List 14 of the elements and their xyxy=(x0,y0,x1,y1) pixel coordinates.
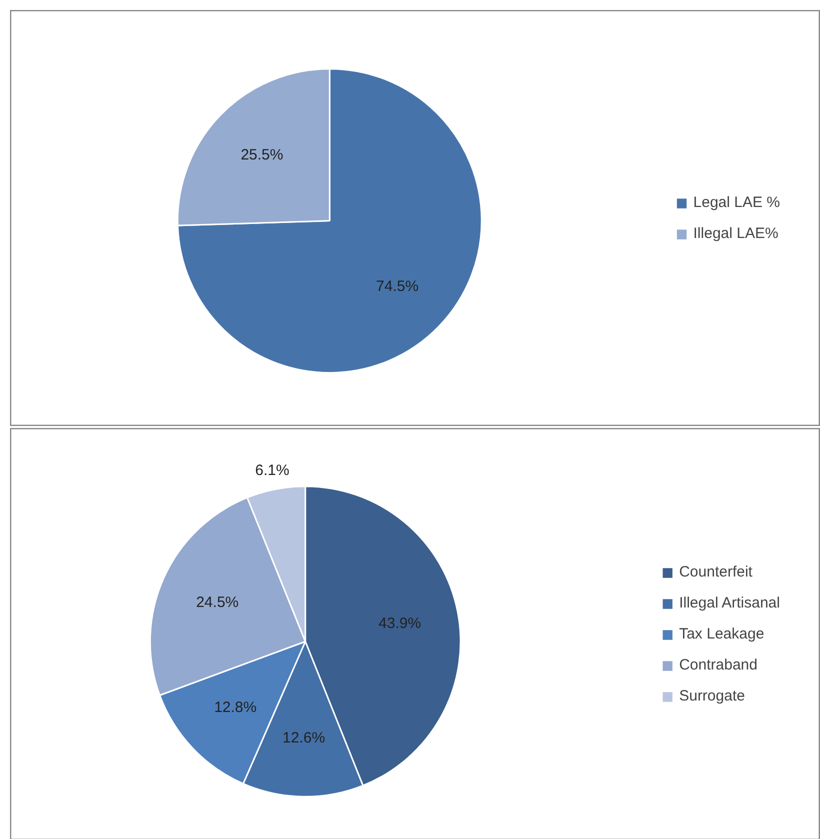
legend-label: Illegal Artisanal xyxy=(679,594,780,612)
data-label: 24.5% xyxy=(196,594,239,611)
data-label: 43.9% xyxy=(378,614,422,632)
data-label: 74.5% xyxy=(376,278,419,296)
data-label: 12.8% xyxy=(214,699,257,716)
legend-label: Counterfeit xyxy=(679,564,752,580)
data-label: 12.6% xyxy=(282,729,326,746)
legend-label: Tax Leakage xyxy=(679,626,764,642)
legend-label: Legal LAE % xyxy=(693,194,780,211)
data-label: 25.5% xyxy=(240,146,284,164)
data-label: 6.1% xyxy=(255,462,290,480)
legend-label: Surrogate xyxy=(679,688,745,704)
legend-label: Contraband xyxy=(679,656,758,674)
legend-label: Illegal LAE% xyxy=(693,225,778,242)
